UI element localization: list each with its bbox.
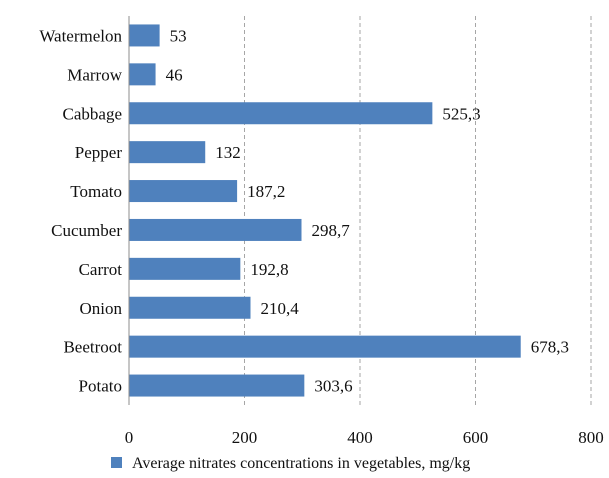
legend-swatch [111,457,122,468]
bar-watermelon [129,24,160,47]
data-label-pepper: 132 [215,143,241,162]
x-tick-labels: 0 200 400 600 800 [125,428,604,447]
category-label-cabbage: Cabbage [63,104,122,123]
x-tick-label-200: 200 [232,428,258,447]
legend-label: Average nitrates concentrations in veget… [132,455,470,472]
x-tick-label-0: 0 [125,428,134,447]
data-label-tomato: 187,2 [247,182,285,201]
data-label-beetroot: 678,3 [531,338,569,357]
bar-cucumber [129,218,302,241]
bar-carrot [129,257,241,280]
bar-beetroot [129,335,521,358]
bar-onion [129,296,251,319]
bar-potato [129,374,305,397]
bar-tomato [129,180,238,203]
bars [129,24,521,397]
legend: Average nitrates concentrations in veget… [111,455,470,472]
category-label-tomato: Tomato [70,182,122,201]
x-tick-label-800: 800 [578,428,604,447]
bar-pepper [129,141,206,164]
x-tick-label-600: 600 [463,428,489,447]
category-labels: Watermelon Marrow Cabbage Pepper Tomato Cucum… [39,26,122,395]
bar-cabbage [129,102,433,125]
category-label-cucumber: Cucumber [51,221,122,240]
category-label-watermelon: Watermelon [39,26,122,45]
data-label-carrot: 192,8 [250,260,288,279]
data-labels: 53 46 525,3 132 187,2 298,7 192,8 210,4 678,3 303… [166,26,569,395]
data-label-potato: 303,6 [314,377,352,396]
bar-marrow [129,63,156,86]
x-tick-label-400: 400 [347,428,373,447]
category-label-potato: Potato [79,377,122,396]
data-label-cabbage: 525,3 [442,104,480,123]
data-label-onion: 210,4 [261,299,300,318]
category-label-beetroot: Beetroot [63,338,122,357]
data-label-watermelon: 53 [170,26,187,45]
category-label-onion: Onion [80,299,123,318]
data-label-marrow: 46 [166,65,183,84]
category-label-carrot: Carrot [79,260,123,279]
data-label-cucumber: 298,7 [311,221,350,240]
category-label-marrow: Marrow [67,65,122,84]
category-label-pepper: Pepper [75,143,123,162]
